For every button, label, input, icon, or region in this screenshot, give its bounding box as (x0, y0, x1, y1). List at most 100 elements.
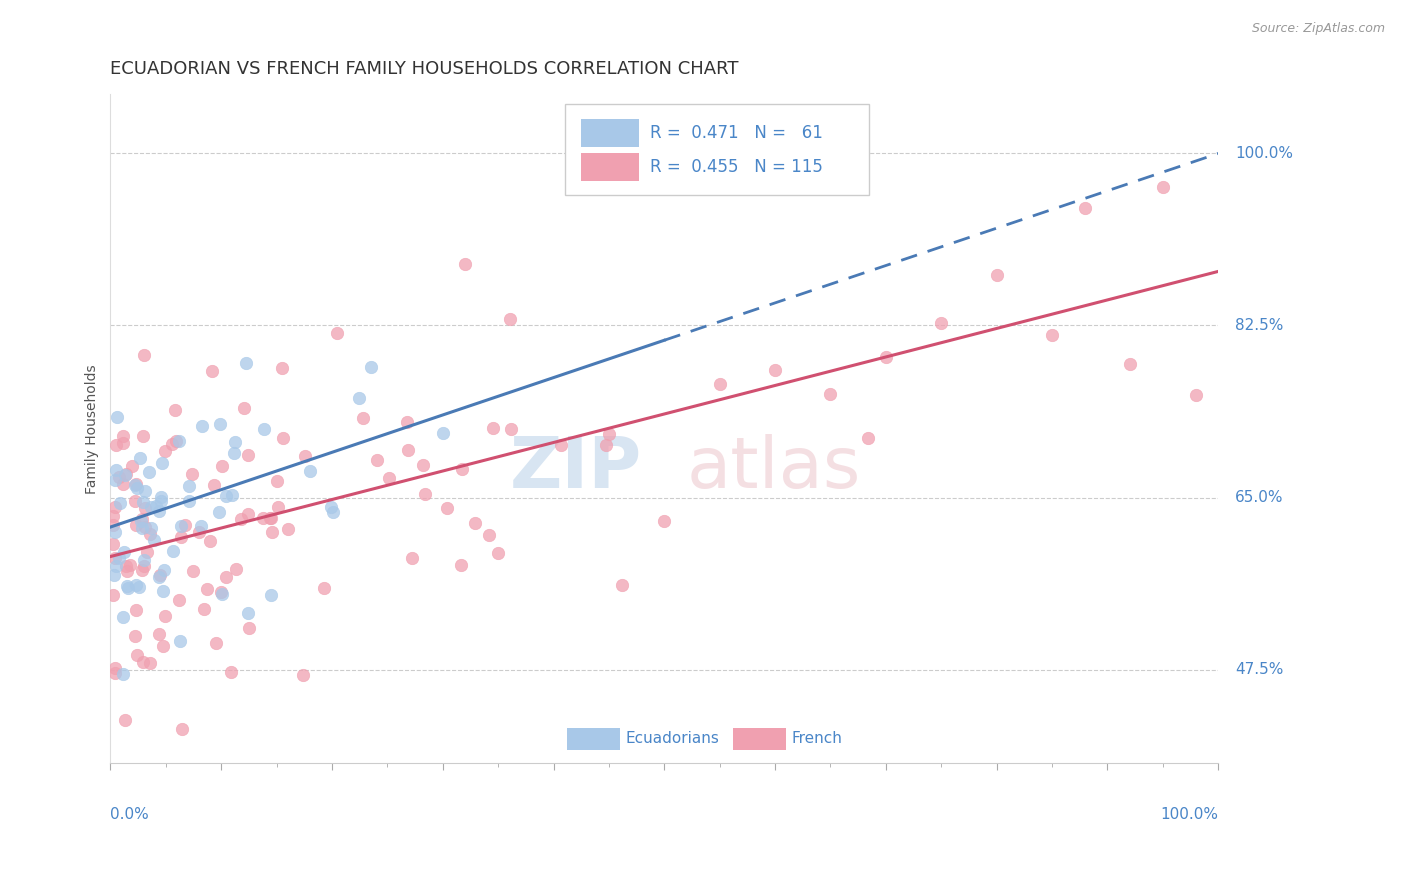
Point (132, 494, 155, 508)
Point (1040, 328, 1063, 343)
Point (929, 316, 952, 330)
Point (115, 564, 138, 578)
Point (262, 524, 284, 539)
Point (190, 518, 212, 533)
Point (104, 438, 127, 452)
Point (499, 311, 522, 326)
Point (107, 469, 129, 483)
Point (101, 588, 124, 602)
Point (208, 504, 231, 518)
Point (118, 558, 141, 572)
Point (111, 667, 134, 681)
Point (221, 487, 243, 501)
Point (134, 501, 156, 516)
Point (101, 518, 124, 533)
Point (125, 603, 148, 617)
Point (128, 580, 150, 594)
Text: 82.5%: 82.5% (1234, 318, 1284, 333)
Point (432, 425, 454, 440)
Point (117, 581, 139, 595)
Point (413, 486, 436, 500)
Text: 47.5%: 47.5% (1234, 662, 1284, 677)
Point (238, 622, 260, 636)
Point (1185, 388, 1208, 402)
Point (111, 436, 134, 450)
Point (222, 446, 245, 460)
Point (270, 361, 292, 376)
Point (396, 415, 419, 429)
Point (169, 519, 191, 533)
Point (1074, 201, 1097, 215)
Point (132, 655, 155, 669)
Point (236, 507, 259, 521)
Point (312, 581, 335, 595)
Point (114, 467, 136, 482)
Point (236, 606, 259, 620)
Point (349, 391, 371, 405)
Point (595, 438, 617, 452)
Point (266, 474, 288, 488)
Point (610, 578, 633, 592)
Point (169, 434, 191, 448)
Point (378, 471, 401, 485)
Point (326, 326, 349, 341)
Point (412, 458, 434, 472)
Point (225, 562, 247, 576)
Point (134, 520, 156, 534)
Point (277, 522, 299, 536)
Point (148, 627, 170, 641)
Point (215, 489, 238, 503)
Point (401, 550, 423, 565)
Point (155, 443, 177, 458)
Point (763, 363, 786, 377)
Point (149, 568, 172, 582)
Point (238, 448, 260, 462)
Point (134, 348, 156, 362)
Point (501, 422, 523, 436)
Point (709, 377, 731, 392)
Point (111, 429, 134, 443)
FancyBboxPatch shape (581, 153, 638, 181)
Point (202, 478, 225, 492)
Point (253, 422, 276, 436)
Point (450, 558, 472, 573)
Point (125, 578, 148, 592)
Point (138, 656, 160, 670)
Point (181, 564, 204, 578)
Point (121, 458, 143, 473)
Point (150, 456, 173, 470)
Point (104, 550, 127, 565)
FancyBboxPatch shape (733, 728, 786, 750)
Text: 100.0%: 100.0% (1160, 807, 1218, 822)
Text: ECUADORIAN VS FRENCH FAMILY HOUSEHOLDS CORRELATION CHART: ECUADORIAN VS FRENCH FAMILY HOUSEHOLDS C… (111, 60, 740, 78)
Point (115, 559, 138, 574)
Point (131, 521, 153, 535)
Point (366, 453, 388, 467)
Point (205, 636, 228, 650)
Point (208, 417, 231, 431)
Point (132, 429, 155, 443)
Point (115, 579, 138, 593)
Point (267, 500, 290, 515)
Point (101, 537, 124, 551)
Text: R =  0.471   N =   61: R = 0.471 N = 61 (650, 124, 823, 142)
Text: Source: ZipAtlas.com: Source: ZipAtlas.com (1251, 22, 1385, 36)
Point (233, 401, 256, 415)
Point (224, 434, 246, 449)
Point (177, 479, 200, 493)
Point (1118, 357, 1140, 371)
Point (454, 257, 477, 271)
Text: 0.0%: 0.0% (111, 807, 149, 822)
Point (148, 570, 170, 584)
Point (478, 527, 501, 541)
Point (152, 583, 174, 598)
Point (360, 360, 382, 375)
Point (169, 634, 191, 648)
Text: French: French (792, 731, 842, 747)
Point (112, 610, 135, 624)
Point (104, 661, 127, 675)
Point (820, 386, 842, 401)
Point (103, 508, 125, 523)
Point (209, 584, 232, 599)
Point (550, 438, 572, 452)
